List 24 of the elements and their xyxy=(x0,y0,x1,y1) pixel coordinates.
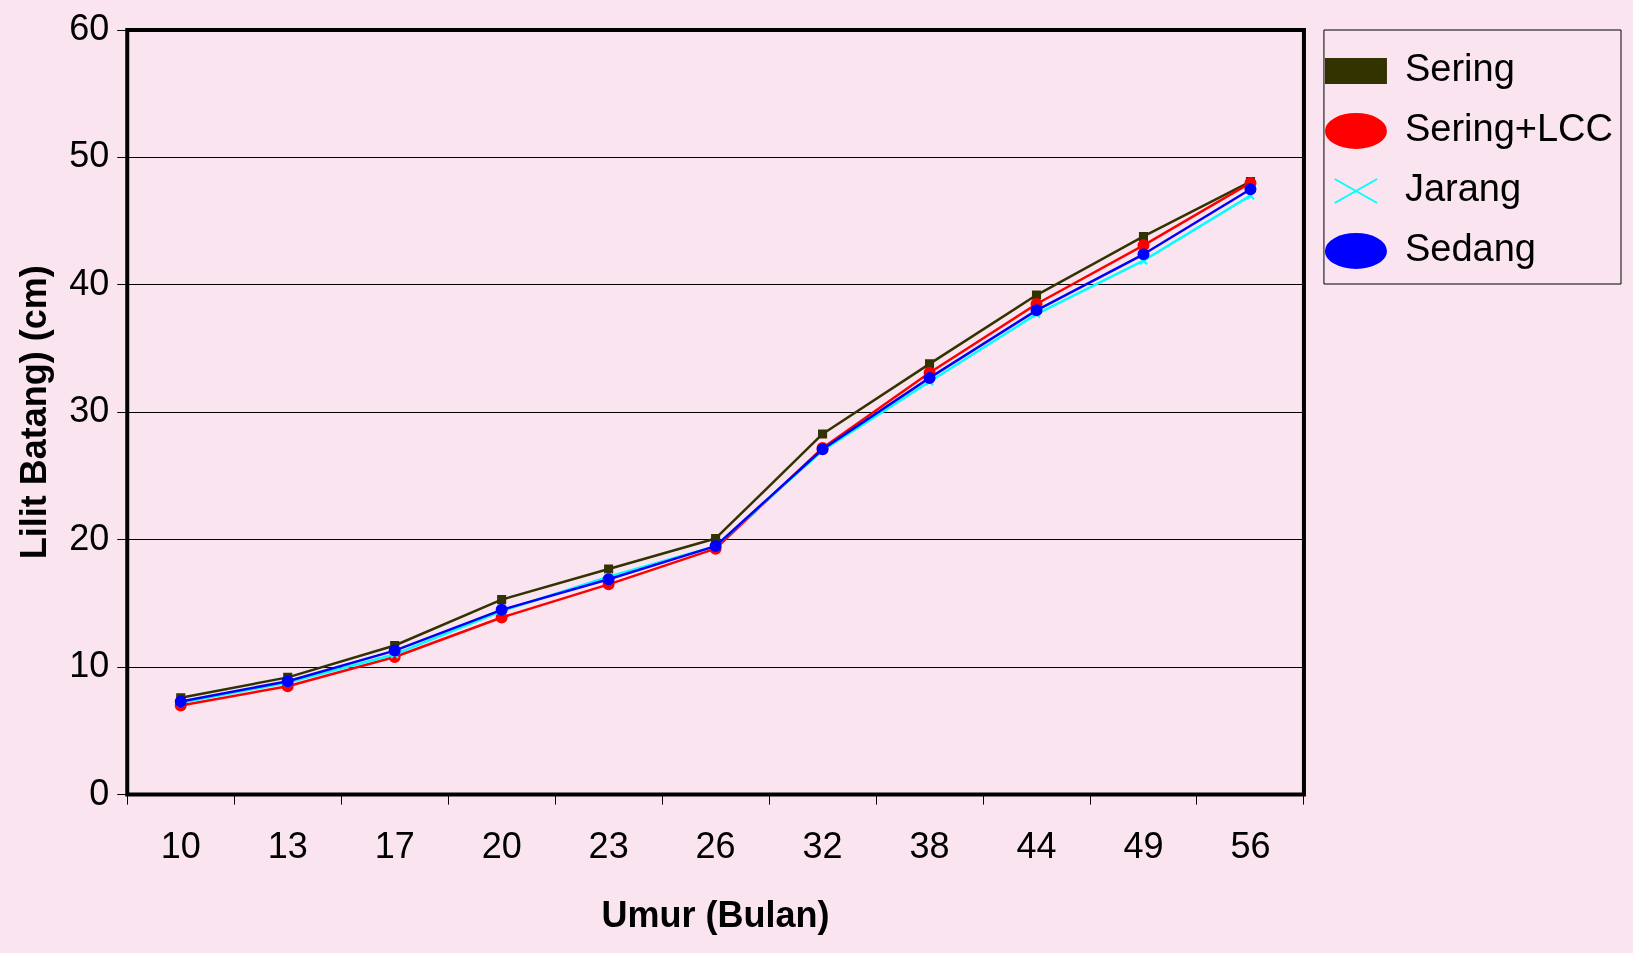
x-axis-title: Umur (Bulan) xyxy=(601,894,830,936)
x-tick-label: 17 xyxy=(374,825,415,867)
y-tick-label: 10 xyxy=(69,644,110,686)
x-tick-label: 44 xyxy=(1016,825,1057,867)
y-tick-label: 40 xyxy=(69,261,110,303)
x-tick-label: 23 xyxy=(588,825,629,867)
x-tick-label: 10 xyxy=(160,825,201,867)
x-tick-label: 32 xyxy=(802,825,843,867)
x-tick-label: 20 xyxy=(481,825,522,867)
legend-label: Sedang xyxy=(1404,227,1536,270)
y-tick-label: 30 xyxy=(69,389,110,431)
legend-label: Jarang xyxy=(1404,167,1522,210)
x-tick-label: 49 xyxy=(1123,825,1164,867)
y-tick-label: 60 xyxy=(69,6,110,48)
y-tick-label: 20 xyxy=(69,516,110,558)
y-tick-label: 0 xyxy=(89,771,110,813)
y-tick-label: 50 xyxy=(69,134,110,176)
legend-label: Sering xyxy=(1404,47,1515,90)
x-tick-label: 26 xyxy=(695,825,736,867)
y-axis-title: Lilit Batang) (cm) xyxy=(12,265,54,560)
x-tick-label: 56 xyxy=(1230,825,1271,867)
x-tick-label: 13 xyxy=(267,825,308,867)
x-tick-label: 38 xyxy=(909,825,950,867)
legend-label: Sering+LCC xyxy=(1404,107,1614,150)
